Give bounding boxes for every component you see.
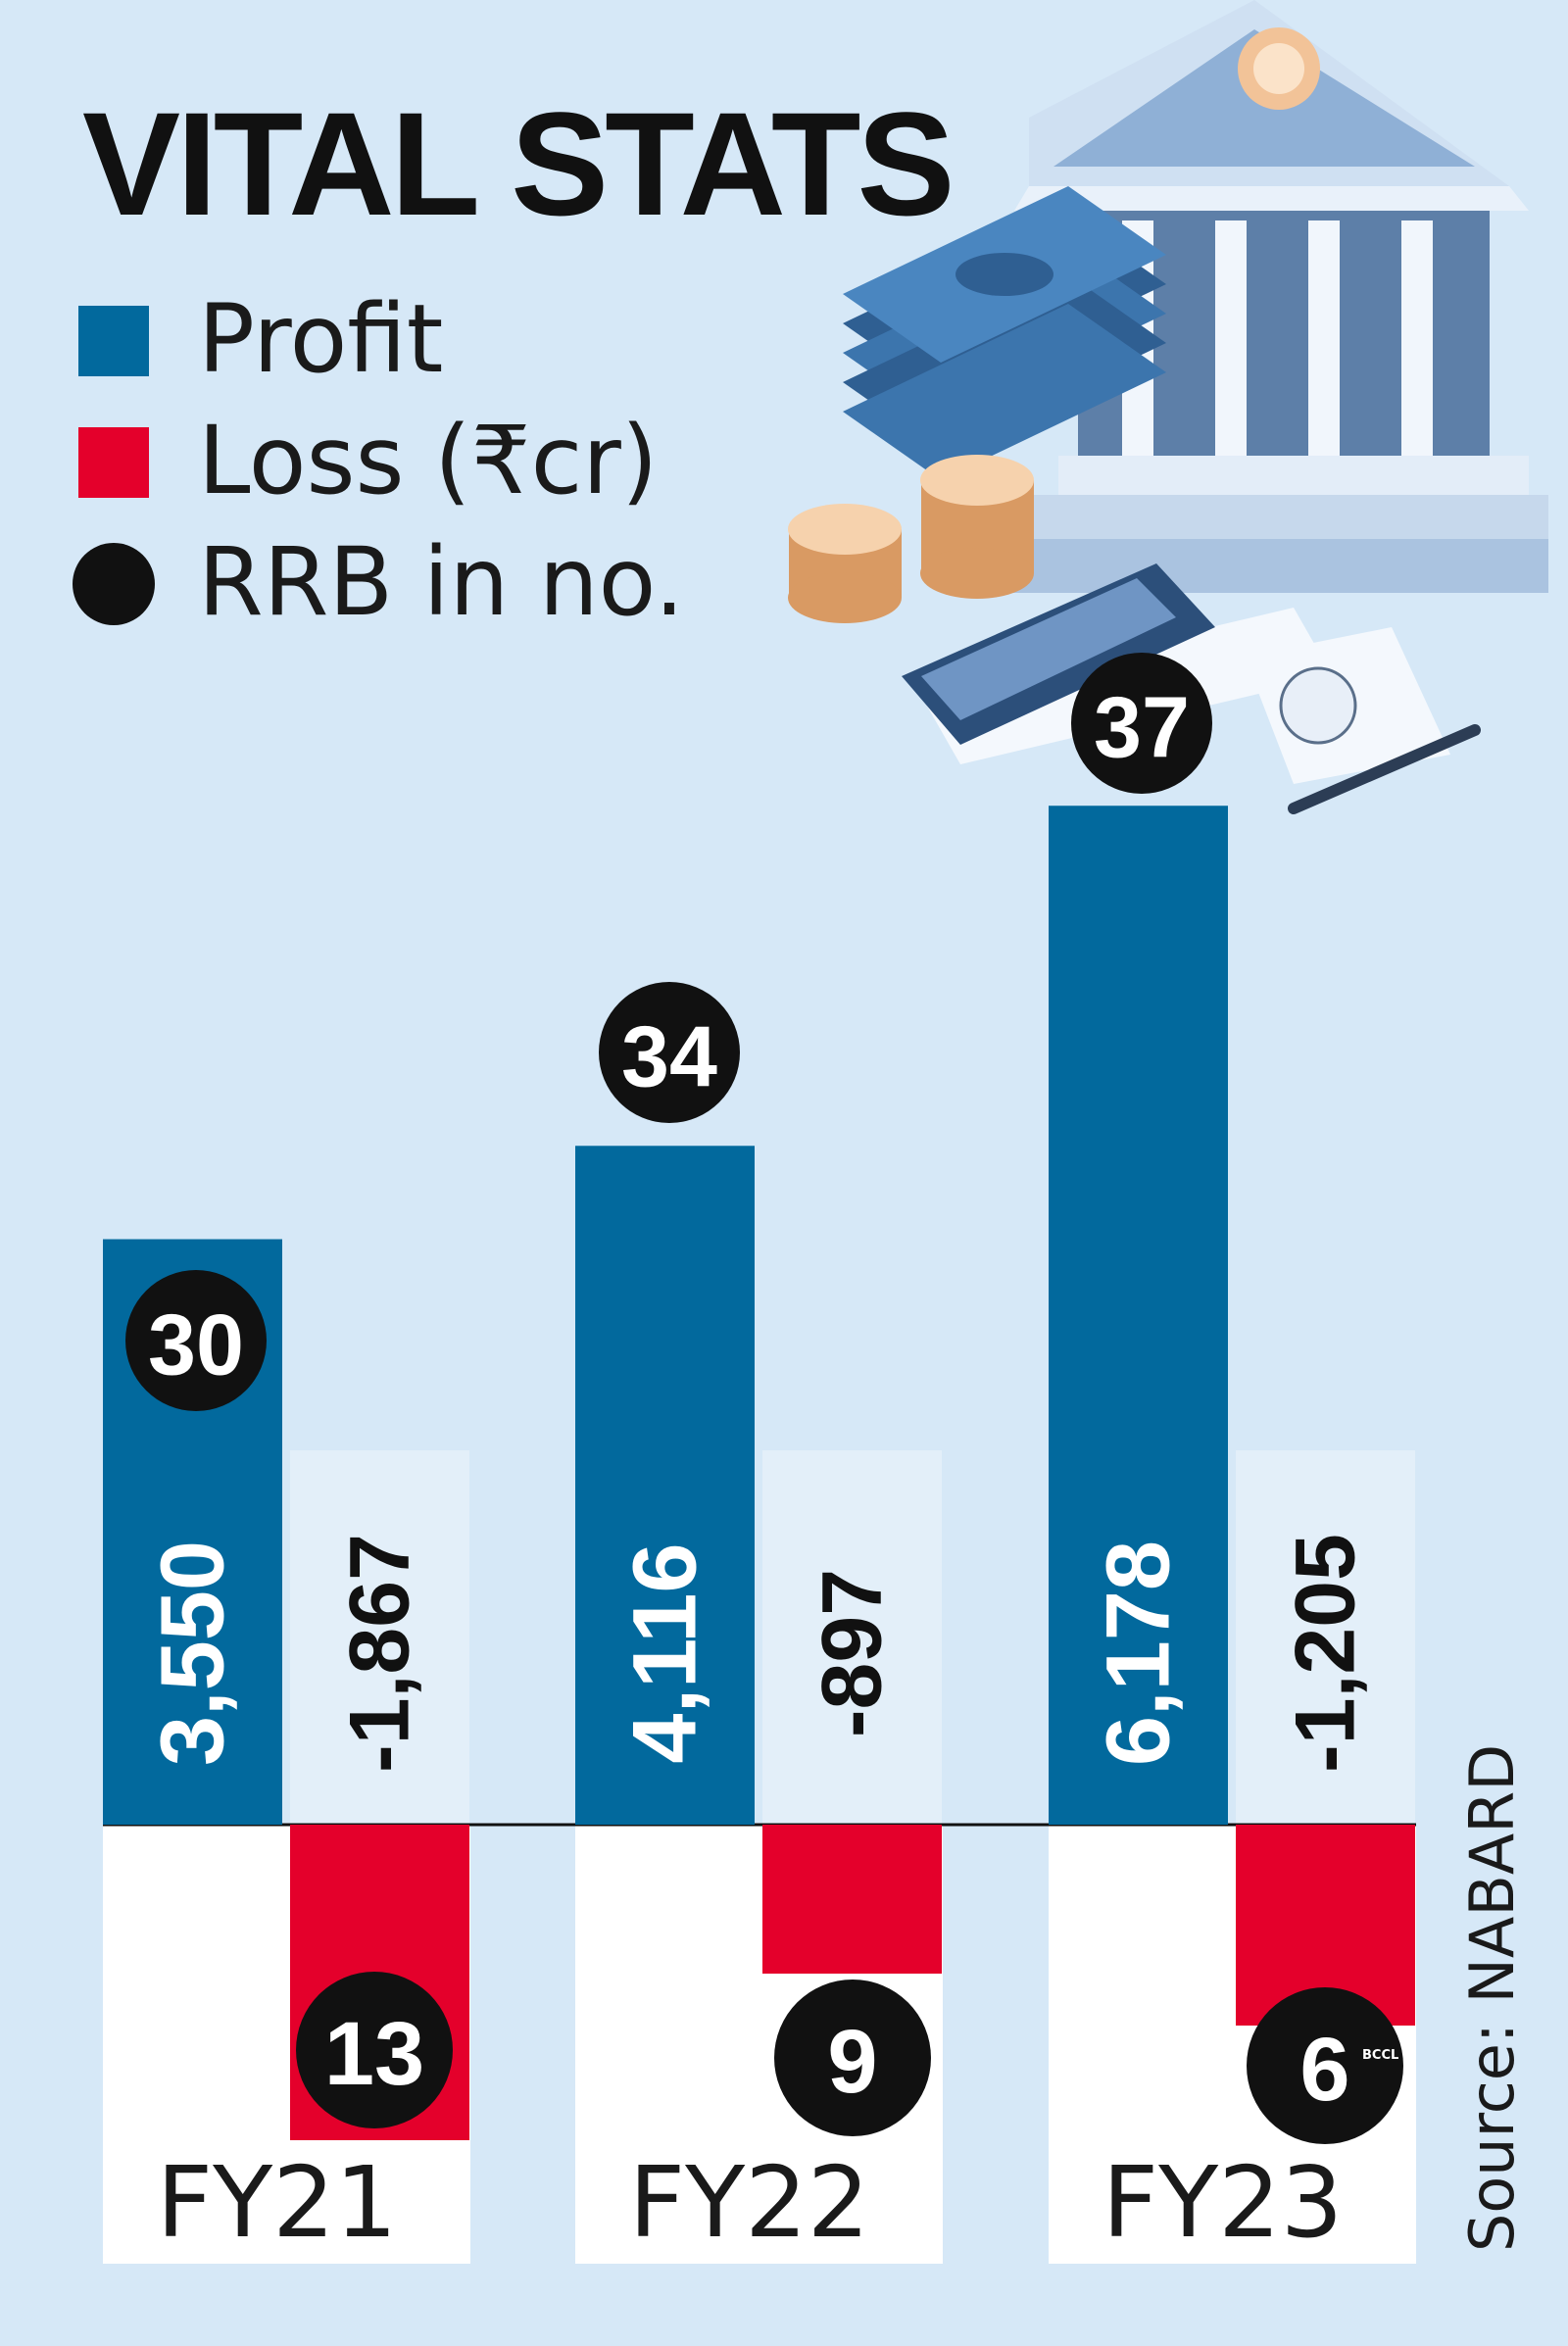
- loss-value-label-FY22: -897: [806, 1569, 900, 1737]
- legend-label-profit: Profit: [198, 284, 444, 394]
- legend-label-loss: Loss (₹cr): [198, 406, 659, 515]
- loss-value-label-FY23: -1,205: [1279, 1534, 1373, 1773]
- legend-label-rrb: RRB in no.: [198, 527, 685, 637]
- profit-bar-FY23: [1049, 806, 1228, 1825]
- profit-count-label-FY23: 37: [1094, 679, 1190, 776]
- profit-count-bubble-FY22: [599, 982, 740, 1123]
- profit-bar-FY22: [575, 1146, 755, 1825]
- loss-count-label-FY21: 13: [324, 2004, 424, 2104]
- profit-value-label-FY21: 3,550: [143, 1540, 243, 1766]
- category-label-FY21: FY21: [157, 2145, 398, 2260]
- profit-count-label-FY21: 30: [148, 1296, 244, 1393]
- rrb-dot-icon: [73, 543, 155, 625]
- bank-building-icon: [1009, 0, 1548, 593]
- bank-illustration-icon: [788, 0, 1548, 814]
- loss-count-label-FY22: 9: [827, 2012, 877, 2112]
- source-note: Source: NABARD: [1456, 1743, 1528, 2252]
- bccl-watermark: BCCL: [1362, 2048, 1399, 2063]
- coins-icon: [788, 455, 1034, 623]
- profit-value-label-FY22: 4,116: [615, 1542, 715, 1763]
- loss-count-bubble-FY22: [774, 1979, 931, 2136]
- loss-count-label-FY23: 6: [1299, 2020, 1349, 2120]
- profit-count-label-FY22: 34: [621, 1008, 717, 1105]
- profit-value-label-FY23: 6,178: [1089, 1540, 1189, 1766]
- loss-swatch-icon: [78, 427, 149, 498]
- profit-count-bubble-FY23: [1071, 653, 1212, 794]
- loss-count-bubble-FY23: [1247, 1987, 1403, 2144]
- category-label-FY22: FY22: [629, 2145, 870, 2260]
- category-label-FY23: FY23: [1102, 2145, 1344, 2260]
- loss-value-label-FY21: -1,867: [333, 1534, 427, 1773]
- chart-title: VITAL STATS: [82, 81, 956, 246]
- profit-count-bubble-FY21: [125, 1270, 267, 1411]
- profit-swatch-icon: [78, 306, 149, 376]
- loss-count-bubble-FY21: [296, 1972, 453, 2128]
- panel-upper-FY23: [1236, 1450, 1415, 1825]
- panel-upper-FY22: [762, 1450, 942, 1825]
- loss-bar-FY22: [762, 1825, 942, 1974]
- money-stack-icon: [843, 186, 1166, 480]
- panel-upper-FY21: [290, 1450, 469, 1825]
